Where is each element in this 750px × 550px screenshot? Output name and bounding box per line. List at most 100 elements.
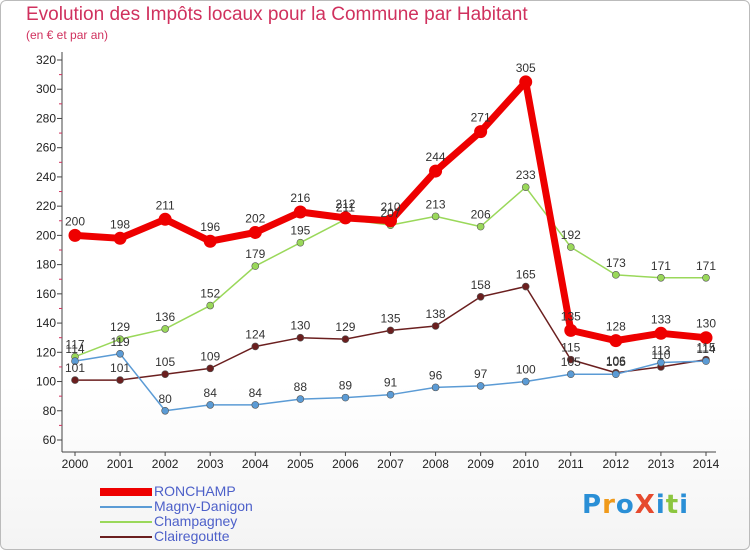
legend-swatch xyxy=(100,521,152,523)
data-point xyxy=(206,301,215,310)
data-label: 202 xyxy=(245,211,265,225)
data-label: 117 xyxy=(65,338,84,352)
data-point xyxy=(654,326,668,340)
y-tick-label: 100 xyxy=(36,375,56,389)
data-labels: 200 198 211 196 202 216 212 210 244 271 305 135 128 1… xyxy=(65,61,716,406)
data-point xyxy=(476,222,485,231)
data-point xyxy=(431,322,440,330)
data-point xyxy=(609,334,623,348)
data-label: 165 xyxy=(516,268,536,282)
y-tick-label: 280 xyxy=(36,111,56,125)
data-label: 138 xyxy=(426,307,446,321)
y-tick-label: 80 xyxy=(43,404,57,418)
x-tick-label: 2014 xyxy=(693,457,720,471)
data-point xyxy=(566,355,575,364)
legend-swatch xyxy=(100,536,152,538)
data-point xyxy=(251,401,260,409)
data-label: 179 xyxy=(245,247,265,261)
x-tick-label: 2008 xyxy=(422,457,449,471)
data-point xyxy=(296,333,305,342)
data-point xyxy=(161,325,169,333)
data-point xyxy=(384,214,397,228)
x-tick-label: 2002 xyxy=(152,457,179,471)
x-tick-label: 2007 xyxy=(377,457,404,471)
data-label: 173 xyxy=(606,256,626,270)
data-point xyxy=(429,164,443,178)
data-point xyxy=(161,370,169,379)
data-label: 200 xyxy=(65,214,85,228)
data-label: 97 xyxy=(474,367,488,381)
data-point xyxy=(566,243,575,251)
data-label: 196 xyxy=(200,220,220,234)
data-label: 89 xyxy=(339,379,353,393)
x-tick-label: 2001 xyxy=(107,457,134,471)
legend-label: RONCHAMP xyxy=(154,483,236,499)
y-tick-label: 200 xyxy=(36,228,56,242)
data-point xyxy=(113,231,127,245)
data-label: 130 xyxy=(290,319,310,333)
data-label: 106 xyxy=(606,354,626,368)
logo-letter: t xyxy=(665,490,680,520)
data-label: 105 xyxy=(606,355,626,369)
data-point xyxy=(476,292,485,301)
data-point xyxy=(206,364,215,373)
data-point xyxy=(521,183,530,191)
chart-subtitle: (en € et par an) xyxy=(26,28,109,42)
data-point xyxy=(68,228,82,242)
data-label: 101 xyxy=(110,361,130,375)
data-label: 115 xyxy=(561,341,580,355)
data-label: 206 xyxy=(471,208,491,222)
data-label: 171 xyxy=(651,259,671,273)
data-point xyxy=(203,234,217,248)
proxiti-logo: ProXiti xyxy=(582,490,689,520)
data-point xyxy=(206,401,215,409)
logo-letter: i xyxy=(655,490,666,520)
data-point xyxy=(612,370,620,379)
data-point xyxy=(116,349,124,358)
x-tick-label: 2012 xyxy=(603,457,630,471)
data-label: 100 xyxy=(516,363,536,377)
series-lines xyxy=(68,75,713,415)
data-label: 101 xyxy=(65,361,85,375)
data-label: 114 xyxy=(65,342,84,356)
data-label: 129 xyxy=(335,320,355,334)
data-label: 152 xyxy=(200,287,220,301)
series-magny-danigon xyxy=(71,349,710,415)
logo-letter: X xyxy=(634,490,656,520)
data-label: 305 xyxy=(516,61,536,75)
data-point xyxy=(702,273,710,282)
y-tick-label: 320 xyxy=(36,53,56,67)
data-point xyxy=(431,212,440,221)
data-label: 244 xyxy=(426,150,446,164)
data-label: 105 xyxy=(155,355,175,369)
data-point xyxy=(657,358,665,367)
data-label: 124 xyxy=(245,327,265,341)
x-tick-label: 2005 xyxy=(287,457,314,471)
y-tick-label: 60 xyxy=(43,433,57,447)
data-label: 135 xyxy=(380,311,400,325)
logo-letter: r xyxy=(602,490,616,520)
data-label: 207 xyxy=(380,206,400,220)
data-label: 133 xyxy=(651,312,671,326)
y-tick-label: 180 xyxy=(36,258,56,272)
data-point xyxy=(521,377,530,386)
data-point xyxy=(248,225,262,239)
series-ronchamp xyxy=(68,75,713,348)
data-label: 113 xyxy=(651,344,670,358)
data-point xyxy=(386,390,395,399)
data-point xyxy=(474,125,488,139)
data-point xyxy=(338,211,352,225)
data-label: 128 xyxy=(606,320,626,334)
data-label: 233 xyxy=(516,168,536,182)
data-label: 115 xyxy=(696,341,715,355)
data-point xyxy=(564,323,578,337)
data-label: 192 xyxy=(561,228,581,242)
data-label: 88 xyxy=(294,380,308,394)
x-tick-label: 2000 xyxy=(62,457,89,471)
data-label: 105 xyxy=(561,355,581,369)
y-tick-label: 160 xyxy=(36,287,56,301)
data-point xyxy=(296,238,305,247)
data-point xyxy=(251,342,260,351)
data-point xyxy=(386,326,395,335)
data-label: 135 xyxy=(561,309,581,323)
